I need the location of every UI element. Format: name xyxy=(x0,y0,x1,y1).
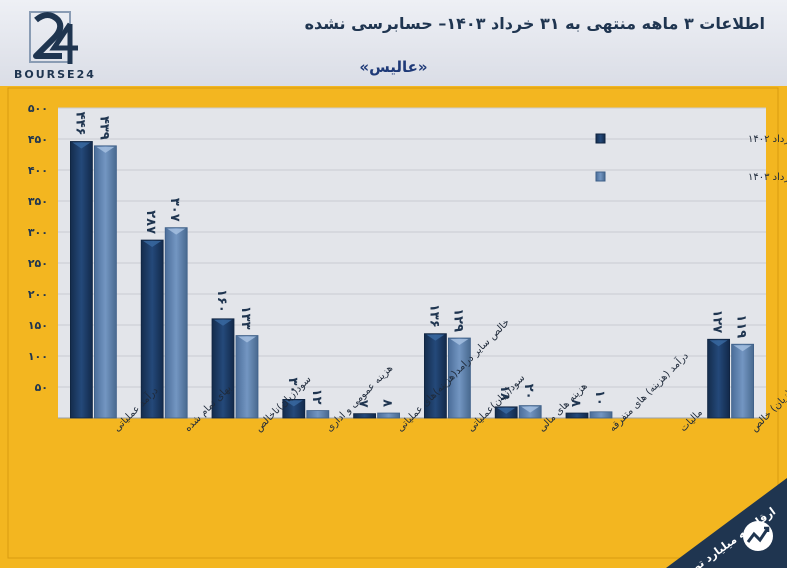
bar-value-label: ۴۴۶ xyxy=(72,112,87,136)
bar-cap xyxy=(521,406,540,413)
bar-2 xyxy=(589,411,613,419)
bar-2 xyxy=(731,343,754,419)
bar-value-label: ۲۰ xyxy=(521,384,536,400)
company-name: «عالیس» xyxy=(359,58,428,76)
bar-value-label: ۱۶۰ xyxy=(214,289,229,313)
y-tick-label: ۱۰۰ xyxy=(28,350,48,363)
bar-2 xyxy=(164,227,188,419)
bar-value-label: ۸ xyxy=(380,399,395,407)
bar-value-label: ۳۰ xyxy=(285,378,300,394)
bar-1 xyxy=(282,398,306,419)
bar-cap xyxy=(167,228,186,235)
footnote-badge: ارقام به میلیارد تومان xyxy=(666,478,787,568)
bar-value-label: ۱۱۹ xyxy=(734,314,749,338)
bar-cap xyxy=(450,339,469,346)
bar-value-label: ۳۰۷ xyxy=(167,198,182,222)
bar-2 xyxy=(306,410,330,419)
bar-1 xyxy=(353,413,377,419)
header: BOURSE24 اطلاعات ۳ ماهه منتهی به ۳۱ خردا… xyxy=(0,0,787,86)
bar-2 xyxy=(235,335,259,419)
y-tick-label: ۲۵۰ xyxy=(28,257,48,270)
bar-cap xyxy=(733,345,752,352)
bar-2 xyxy=(447,337,471,419)
page-title: اطلاعات ۳ ماهه منتهی به ۳۱ خرداد ۱۴۰۳– ح… xyxy=(304,14,765,33)
bar-chart: ۵۰ ۱۰۰ ۱۵۰ ۲۰۰ ۲۵۰ ۳۰۰ ۳۵۰ ۴۰۰ ۴۵۰ ۵۰۰ ۴۴۶ ۴۳۹ ۲۸۷ ۳… xyxy=(7,87,787,559)
bar-value-label: ۲۸۷ xyxy=(143,210,158,234)
bar-2 xyxy=(94,145,117,419)
y-tick-label: ۲۰۰ xyxy=(28,288,48,301)
y-tick-label: ۴۰۰ xyxy=(28,164,48,177)
bar-value-label: ۱۲۹ xyxy=(450,308,465,332)
bar-value-label: ۸ xyxy=(568,399,583,407)
y-tick-label: ۵۰ xyxy=(35,381,48,394)
bar-1 xyxy=(565,412,589,419)
bar-cap xyxy=(96,146,115,153)
bar-cap xyxy=(426,334,445,341)
bar-value-label: ۱۳۳ xyxy=(238,306,253,330)
bar-value-label: ۱۰ xyxy=(592,390,607,406)
bar-cap xyxy=(143,241,162,248)
y-tick-label: ۴۵۰ xyxy=(28,133,48,146)
y-tick-label: ۵۰۰ xyxy=(28,102,48,115)
bar-value-label: ۷ xyxy=(356,400,371,408)
bar-1 xyxy=(423,333,447,419)
legend-swatch-2 xyxy=(595,171,606,182)
legend-label-2: عملکرد منتهی به خرداد ۱۴۰۳ xyxy=(748,172,787,183)
bar-value-label: ۱۲۷ xyxy=(710,309,725,333)
bar-value-label: ۱۸ xyxy=(497,385,512,401)
bar-cap xyxy=(497,407,516,414)
y-tick-label: ۱۵۰ xyxy=(28,319,48,332)
bar-cap xyxy=(284,400,303,407)
bar-value-label: ۱۳۶ xyxy=(426,304,441,328)
legend: عملکرد منتهی به خرداد ۱۴۰۲ عملکرد منتهی ب… xyxy=(595,133,787,183)
bar-cap xyxy=(72,142,91,149)
bar-cap xyxy=(238,336,256,343)
bourse24-logo xyxy=(29,11,78,64)
bar-value-label: ۴۳۹ xyxy=(96,116,111,140)
bar-value-label: ۱۲ xyxy=(309,389,324,405)
bar-cap xyxy=(709,340,728,347)
logo-text: BOURSE24 xyxy=(14,68,96,81)
y-tick-label: ۳۵۰ xyxy=(28,195,48,208)
bar-1 xyxy=(211,318,235,419)
bar-cap xyxy=(214,319,232,326)
y-tick-label: ۳۰۰ xyxy=(28,226,48,239)
bar-2 xyxy=(377,412,401,419)
legend-label-1: عملکرد منتهی به خرداد ۱۴۰۲ xyxy=(748,134,787,145)
bar-1 xyxy=(140,239,164,419)
bar-1 xyxy=(707,338,730,419)
bar-1 xyxy=(70,141,93,419)
legend-swatch-1 xyxy=(595,133,606,144)
